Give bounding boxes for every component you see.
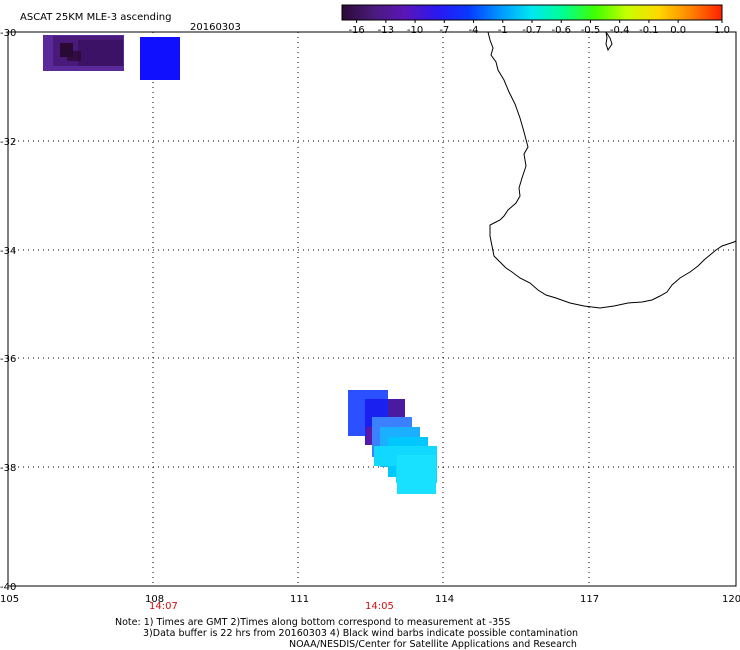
island-outline <box>605 31 613 52</box>
swath-cell-blue <box>140 37 180 80</box>
lat-label: -38 <box>0 463 16 474</box>
lon-label: 120 <box>722 594 740 605</box>
colorbar-label: -1 <box>498 25 508 36</box>
lat-label: -36 <box>0 354 16 365</box>
lon-label: 108 <box>145 594 164 605</box>
colorbar-label: -0.4 <box>610 25 630 36</box>
colorbar-label: -0.1 <box>639 25 659 36</box>
colorbar: -16 -13 -10 -7 -4 -1 -0.7 -0.6 -0.5 -0.4 -0.1 0.0 1.… <box>341 4 730 36</box>
pass-time-label: 14:07 <box>149 601 178 612</box>
colorbar-label: -7 <box>439 25 449 36</box>
footer-note-2: 3)Data buffer is 22 hrs from 20160303 4)… <box>143 628 579 639</box>
lon-label: 114 <box>435 594 454 605</box>
colorbar-label: -0.7 <box>522 25 542 36</box>
pass-time-label: 14:05 <box>365 601 394 612</box>
footer-credit: NOAA/NESDIS/Center for Satellite Applica… <box>289 639 577 650</box>
lon-label: 111 <box>290 594 309 605</box>
swath-cells-south <box>348 390 437 494</box>
colorbar-label: 0.0 <box>670 25 686 36</box>
plot-frame <box>7 31 737 587</box>
coastline <box>487 31 737 309</box>
lat-label: -40 <box>0 582 16 593</box>
swath-cells-north <box>43 35 180 80</box>
colorbar-label: -10 <box>407 25 423 36</box>
footer-note-1: Note: 1) Times are GMT 2)Times along bot… <box>115 617 511 628</box>
lat-label: -34 <box>0 246 16 257</box>
colorbar-label: -4 <box>469 25 479 36</box>
colorbar-label: -13 <box>378 25 394 36</box>
map-date: 20160303 <box>190 22 241 33</box>
graticule <box>8 32 736 586</box>
lat-label: -32 <box>0 137 16 148</box>
lat-label: -30 <box>0 28 16 39</box>
map-title: ASCAT 25KM MLE-3 ascending <box>20 12 171 23</box>
colorbar-label: 1.0 <box>714 25 730 36</box>
colorbar-label: -16 <box>348 25 364 36</box>
colorbar-label: -0.5 <box>581 25 601 36</box>
lon-label: 105 <box>0 594 19 605</box>
colorbar-gradient <box>341 4 723 21</box>
lon-label: 117 <box>580 594 599 605</box>
colorbar-label: -0.6 <box>551 25 571 36</box>
